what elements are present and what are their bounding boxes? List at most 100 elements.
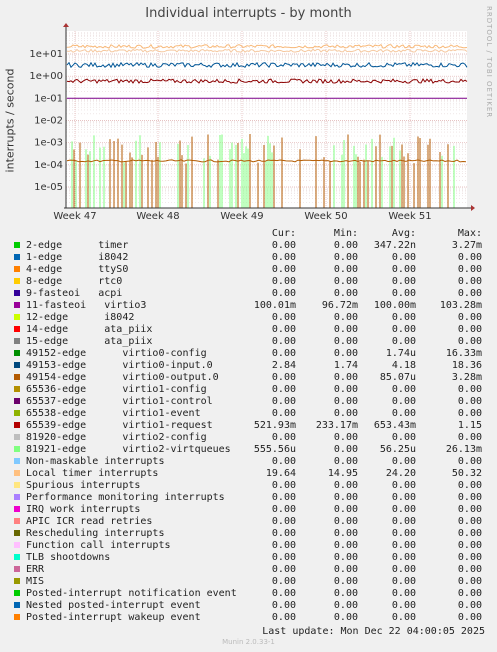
y-tick-label: 1e-01 [34,93,63,104]
legend-max: 16.33m [445,348,482,359]
legend-cur: 0.00 [271,312,296,323]
legend-cur: 0.00 [271,264,296,275]
legend-cur: 0.00 [271,540,296,551]
legend-max: 18.36 [451,360,482,371]
legend-swatch [14,314,20,320]
legend-name: Spurious interrupts [26,480,141,491]
legend-row: 65538-edge virtio1-event 0.00 0.00 0.00 0.00 [0,408,497,420]
legend-min: 0.00 [333,324,358,335]
y-axis-arrow [63,23,69,27]
legend-row: 8-edge rtc0 0.00 0.00 0.00 0.00 [0,276,497,288]
legend-max: 0.00 [457,564,482,575]
legend-max: 0.00 [457,288,482,299]
legend-avg: 0.00 [391,504,416,515]
y-tick-label: 1e-03 [34,138,63,149]
legend-min: 0.00 [333,516,358,527]
legend-min: 0.00 [333,480,358,491]
legend-avg: 0.00 [391,276,416,287]
legend-swatch [14,254,20,260]
legend-name: IRQ work interrupts [26,504,141,515]
series-line-1 [66,48,468,53]
legend-swatch [14,482,20,488]
legend-swatch [14,302,20,308]
chart-title: Individual interrupts - by month [145,6,352,21]
legend-avg: 0.00 [391,252,416,263]
legend-min: 0.00 [333,540,358,551]
legend-name: ERR [26,564,45,575]
legend-cur: 521.93m [253,420,296,431]
legend-swatch [14,458,20,464]
legend-max: 26.13m [445,444,482,455]
legend-avg: 4.18 [391,360,416,371]
legend-avg: 85.07u [379,372,416,383]
legend-swatch [14,566,20,572]
legend-avg: 0.00 [391,564,416,575]
legend-avg: 56.25u [379,444,416,455]
legend-min: 0.00 [333,612,358,623]
legend-min: 0.00 [333,552,358,563]
x-tick-label: Week 49 [220,211,263,222]
legend-min: 0.00 [333,564,358,575]
legend-swatch [14,446,20,452]
legend-swatch [14,374,20,380]
legend-min: 0.00 [333,492,358,503]
legend-row: 49154-edge virtio0-output.0 0.00 0.00 85.07… [0,372,497,384]
legend-swatch [14,278,20,284]
legend-cur: 0.00 [271,240,296,251]
legend-name: Rescheduling interrupts [26,528,165,539]
legend-max: 0.00 [457,276,482,287]
legend-swatch [14,530,20,536]
legend-name: 12-edge i8042 [26,312,135,323]
legend-row: 9-fasteoi acpi 0.00 0.00 0.00 0.00 [0,288,497,300]
legend-max: 0.00 [457,264,482,275]
legend-swatch [14,578,20,584]
legend-name: 49152-edge virtio0-config [26,348,207,359]
legend-row: 81920-edge virtio2-config 0.00 0.00 0.00 0.0… [0,432,497,444]
legend-avg: 100.00m [373,300,416,311]
legend-cur: 0.00 [271,480,296,491]
legend-max: 0.00 [457,480,482,491]
legend-min: 233.17m [315,420,358,431]
legend-row: Posted-interrupt notification event 0.00 0… [0,588,497,600]
legend-swatch [14,506,20,512]
legend-row: 49153-edge virtio0-input.0 2.84 1.74 4.18 18… [0,360,497,372]
legend-swatch [14,434,20,440]
legend-header-max: Max: [457,228,482,239]
legend-swatch [14,470,20,476]
legend-name: 81920-edge virtio2-config [26,432,207,443]
legend-row: TLB shootdowns 0.00 0.00 0.00 0.00 [0,552,497,564]
legend-name: Nested posted-interrupt event [26,600,201,611]
legend-row: Posted-interrupt wakeup event 0.00 0.00 0.0… [0,612,497,624]
legend-name: 49154-edge virtio0-output.0 [26,372,219,383]
legend-row: Nested posted-interrupt event 0.00 0.00 0.0… [0,600,497,612]
legend-row: 11-fasteoi virtio3 100.01m 96.72m 100.00m 10… [0,300,497,312]
rrdtool-credit: RRDTOOL / TOBI OETIKER [485,6,493,119]
legend-name: 1-edge i8042 [26,252,129,263]
legend-max: 0.00 [457,384,482,395]
legend-swatch [14,266,20,272]
legend-max: 50.32 [451,468,482,479]
legend-name: 4-edge ttyS0 [26,264,129,275]
series-line-3 [66,78,468,85]
legend-name: 65539-edge virtio1-request [26,420,213,431]
legend-swatch [14,542,20,548]
legend-cur: 0.00 [271,432,296,443]
legend-name: Local timer interrupts [26,468,159,479]
legend-avg: 0.00 [391,384,416,395]
legend-cur: 0.00 [271,516,296,527]
legend-header-cur: Cur: [271,228,296,239]
legend-name: 65538-edge virtio1-event [26,408,201,419]
legend-min: 0.00 [333,396,358,407]
legend-min: 0.00 [333,312,358,323]
y-tick-label: 1e-02 [34,116,63,127]
legend-avg: 0.00 [391,540,416,551]
legend-name: 49153-edge virtio0-input.0 [26,360,213,371]
legend-avg: 0.00 [391,288,416,299]
legend-name: Posted-interrupt notification event [26,588,237,599]
legend-row: Function call interrupts 0.00 0.00 0.00 0.00 [0,540,497,552]
legend-min: 0.00 [333,576,358,587]
legend-avg: 0.00 [391,264,416,275]
legend-cur: 100.01m [253,300,296,311]
legend-swatch [14,326,20,332]
legend-max: 0.00 [457,312,482,323]
